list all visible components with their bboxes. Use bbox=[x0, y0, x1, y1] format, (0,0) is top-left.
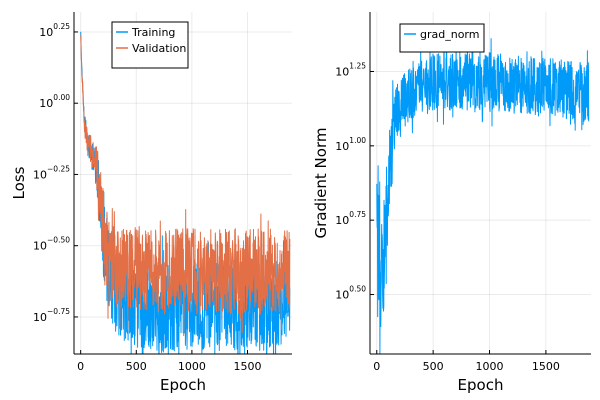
gradient-norm-chart: 0 500 1000 1500 101.25 101.00 100.75 100.50 Epoc… bbox=[312, 12, 591, 394]
x-axis-title: Epoch bbox=[160, 376, 206, 394]
y-axis-title: Loss bbox=[10, 166, 28, 199]
series-line-grad-norm bbox=[376, 33, 590, 354]
series-line-validation bbox=[80, 34, 291, 337]
legend-label: grad_norm bbox=[420, 28, 479, 41]
y-tick-label: 101.25 bbox=[335, 61, 366, 78]
series-line-training bbox=[80, 31, 291, 354]
legend-box bbox=[399, 23, 485, 53]
x-tick-label: 1500 bbox=[532, 360, 560, 373]
y-tick-label: 10−0.50 bbox=[33, 236, 70, 253]
x-tick-label: 500 bbox=[126, 360, 147, 373]
x-tick-label: 0 bbox=[373, 360, 380, 373]
y-tick-label: 10−0.25 bbox=[33, 164, 70, 181]
y-tick-label: 100.00 bbox=[39, 93, 70, 110]
loss-chart: 0 500 1000 1500 100.25 100.00 10−0.25 10−0.50 10… bbox=[10, 12, 292, 394]
legend: Training Validation bbox=[111, 21, 189, 69]
x-tick-label: 1500 bbox=[234, 360, 262, 373]
y-tick-label: 100.75 bbox=[335, 210, 366, 227]
y-axis-title: Gradient Norm bbox=[312, 128, 330, 239]
x-tick-label: 500 bbox=[423, 360, 444, 373]
x-tick-label: 0 bbox=[77, 360, 84, 373]
x-axis-title: Epoch bbox=[458, 376, 504, 394]
x-tick-label: 1000 bbox=[476, 360, 504, 373]
legend-label: Training bbox=[131, 26, 175, 39]
legend-box bbox=[111, 21, 189, 69]
x-tick-label: 1000 bbox=[178, 360, 206, 373]
y-tick-label: 100.50 bbox=[335, 285, 366, 302]
legend-label: Validation bbox=[132, 42, 186, 55]
y-tick-label: 100.25 bbox=[39, 22, 70, 39]
y-tick-label: 101.00 bbox=[335, 136, 366, 153]
legend: grad_norm bbox=[399, 23, 485, 53]
y-tick-label: 10−0.75 bbox=[33, 307, 70, 324]
